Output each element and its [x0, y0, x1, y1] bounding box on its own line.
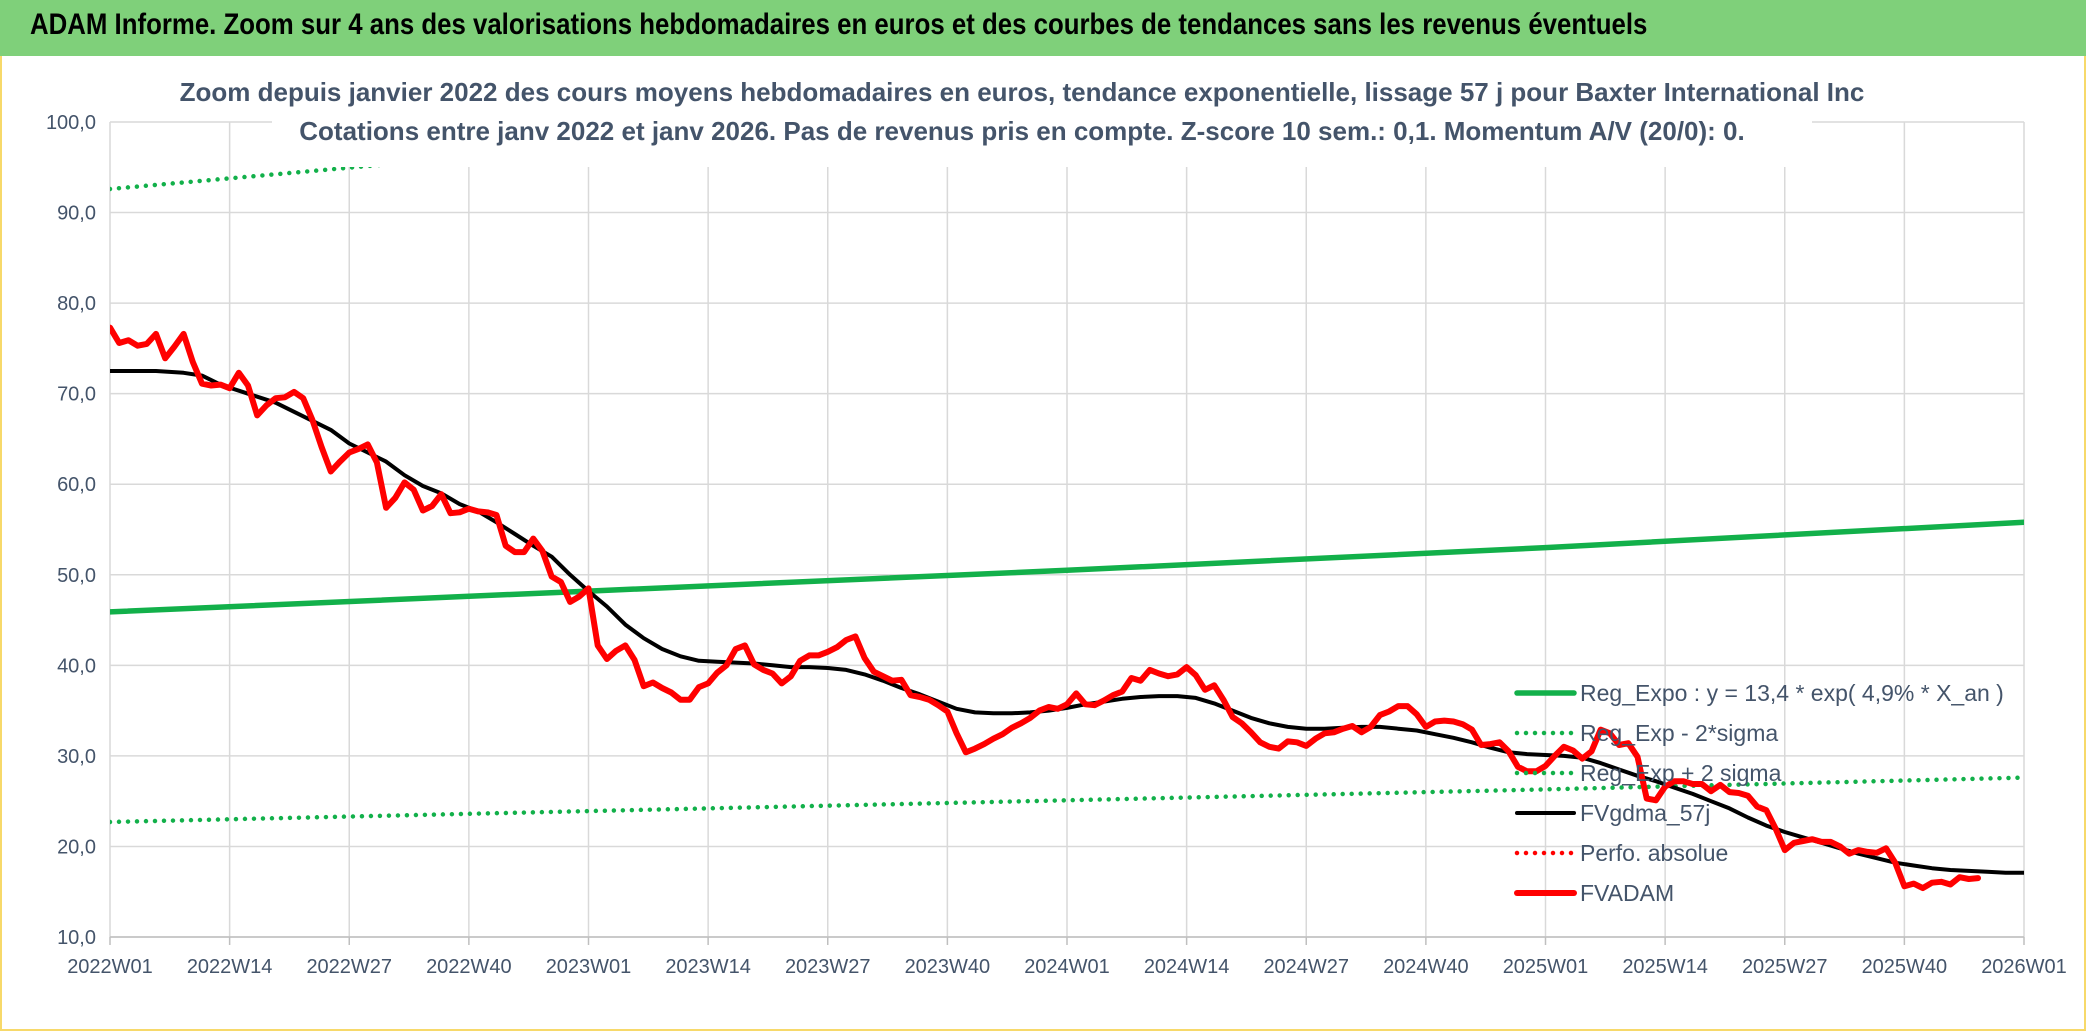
legend-label: Reg_Exp - 2*sigma	[1580, 720, 1778, 746]
y-tick-label: 80,0	[57, 293, 96, 315]
y-tick-label: 100,0	[46, 112, 96, 134]
x-tick-label: 2026W01	[1981, 956, 2067, 978]
y-tick-label: 60,0	[57, 474, 96, 496]
y-tick-label: 40,0	[57, 655, 96, 677]
header-bar: ADAM Informe. Zoom sur 4 ans des valoris…	[0, 0, 2086, 56]
series-line-fvadam	[110, 324, 1981, 892]
chart: 10,0 20,0 30,0 40,0 50,0 60,0 70,0 80,0 90,0 100,…	[46, 59, 2067, 978]
x-tick-label: 2023W01	[546, 956, 632, 978]
legend-label: FVADAM	[1580, 880, 1674, 906]
y-tick-label: 20,0	[57, 836, 96, 858]
x-tick-label: 2025W01	[1503, 956, 1589, 978]
y-tick-label: 10,0	[57, 927, 96, 949]
x-tick-label: 2022W27	[306, 956, 392, 978]
x-tick-label: 2025W27	[1742, 956, 1828, 978]
legend-label: Perfo. absolue	[1580, 840, 1728, 866]
x-tick-label: 2023W40	[905, 956, 991, 978]
plot-panel: 10,0 20,0 30,0 40,0 50,0 60,0 70,0 80,0 90,0 100,…	[2, 56, 2084, 1029]
y-tick-label: 50,0	[57, 565, 96, 587]
x-tick-label: 2024W14	[1144, 956, 1230, 978]
x-tick-label: 2025W14	[1622, 956, 1708, 978]
x-tick-label: 2025W40	[1862, 956, 1948, 978]
y-tick-label: 70,0	[57, 384, 96, 406]
x-tick-label: 2024W01	[1024, 956, 1110, 978]
chart-title-line-1: Zoom depuis janvier 2022 des cours moyen…	[180, 77, 1865, 107]
chart-title-background	[272, 59, 1812, 167]
legend-label: Reg_Exp + 2 sigma	[1580, 760, 1782, 786]
x-tick-label: 2022W40	[426, 956, 512, 978]
chart-title-line-2: Cotations entre janv 2022 et janv 2026. …	[299, 116, 1744, 146]
legend-label: FVgdma_57j	[1580, 800, 1710, 826]
x-tick-label: 2024W40	[1383, 956, 1469, 978]
x-tick-label: 2022W01	[67, 956, 153, 978]
y-tick-label: 90,0	[57, 203, 96, 225]
x-tick-label: 2023W27	[785, 956, 871, 978]
x-tick-label: 2022W14	[187, 956, 273, 978]
legend-label: Reg_Expo : y = 13,4 * exp( 4,9% * X_an )	[1580, 680, 2004, 706]
x-tick-label: 2023W14	[665, 956, 751, 978]
header-title: ADAM Informe. Zoom sur 4 ans des valoris…	[30, 8, 1648, 41]
x-tick-label: 2024W27	[1263, 956, 1349, 978]
y-tick-label: 30,0	[57, 746, 96, 768]
series-line-reg-expo-y-13-4-exp-4-9-x-an	[110, 519, 2024, 615]
